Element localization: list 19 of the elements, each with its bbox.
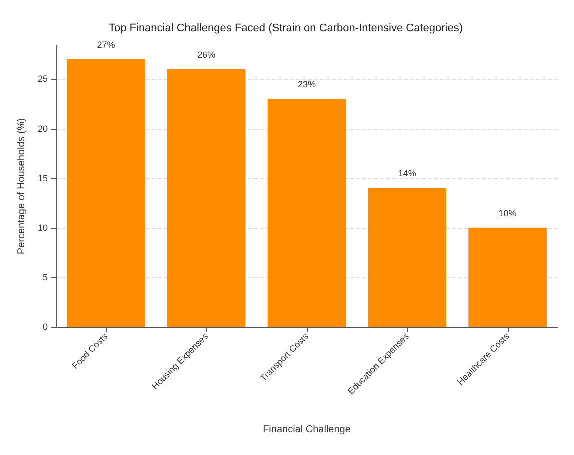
y-tick-label: 10 (38, 222, 48, 233)
y-tick-label: 0 (42, 322, 48, 332)
y-tick-label: 15 (38, 173, 48, 184)
bar (368, 188, 447, 327)
y-tick-label: 25 (38, 74, 48, 84)
bar (268, 99, 346, 327)
chart-title: Top Financial Challenges Faced (Strain on Carbon-Intensive Categories) (108, 22, 464, 34)
data-label: 14% (398, 168, 416, 179)
data-label: 26% (198, 50, 216, 60)
y-axis-title: Percentage of Households (%) (16, 118, 28, 255)
y-tick-label: 20 (38, 124, 48, 134)
x-axis-title: Financial Challenge (263, 424, 352, 436)
data-label: 23% (298, 80, 316, 90)
data-label: 10% (498, 208, 517, 218)
data-label: 27% (97, 40, 116, 50)
bar (167, 69, 246, 327)
bar (67, 59, 146, 327)
bar (468, 228, 547, 327)
y-tick-label: 5 (42, 272, 48, 282)
